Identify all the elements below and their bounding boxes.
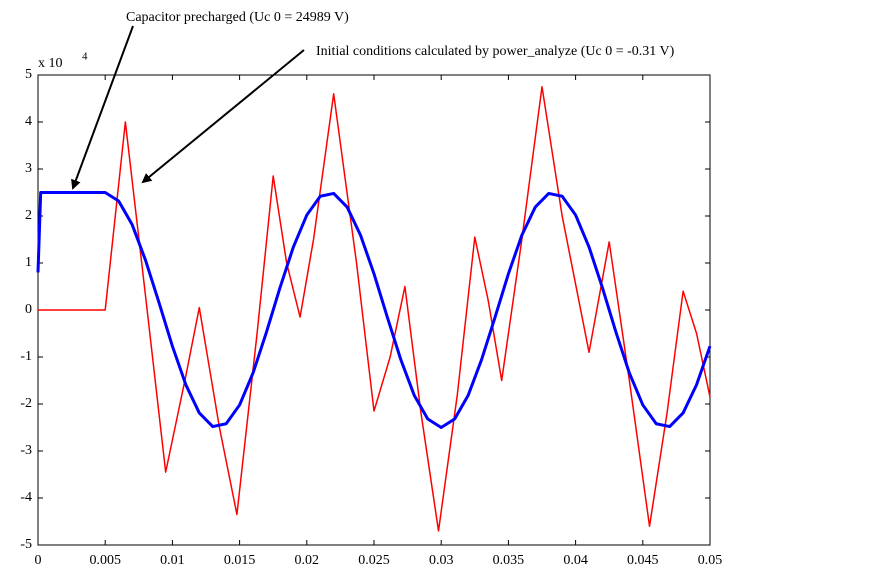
y-tick-label: -2 [20,396,32,411]
x-tick-label: 0.045 [627,553,659,568]
x-tick-label: 0.05 [698,553,723,568]
y-tick-label: 4 [25,114,32,129]
y-tick-label: 3 [25,161,32,176]
y-tick-label: 2 [25,208,32,223]
y-tick-label: -4 [20,490,32,505]
x-tick-label: 0.01 [160,553,185,568]
x-tick-label: 0.015 [224,553,256,568]
x-tick-label: 0.025 [358,553,390,568]
series-line [36,191,712,429]
y-tick-label: -3 [20,443,32,458]
x-tick-label: 0 [35,553,42,568]
plot-area [37,74,711,546]
y-tick-label: -5 [20,537,32,552]
arrow [141,49,305,184]
series-line [38,86,711,532]
y-tick-label: 1 [25,255,32,270]
x-tick-label: 0.03 [429,553,454,568]
x-tick-label: 0.04 [563,553,588,568]
x-tick-label: 0.005 [89,553,121,568]
y-multiplier: x 10 [38,56,63,71]
y-tick-label: -1 [20,349,32,364]
y-tick-label: 0 [25,302,32,317]
y-multiplier-exponent: 4 [82,51,88,63]
x-tick-label: 0.035 [493,553,525,568]
y-tick-label: 5 [25,67,32,82]
x-tick-label: 0.02 [295,553,320,568]
arrow [71,25,134,190]
annotation: Initial conditions calculated by power_a… [316,44,675,59]
annotation: Capacitor precharged (Uc 0 = 24989 V) [126,10,349,25]
